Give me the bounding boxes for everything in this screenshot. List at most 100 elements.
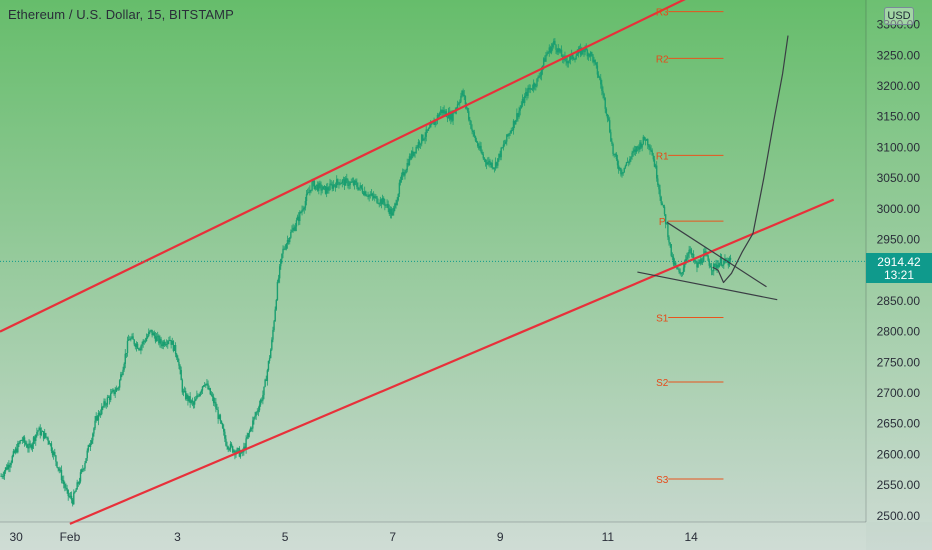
candle-body <box>42 431 45 439</box>
candle-body <box>92 433 94 441</box>
candle-body <box>710 267 713 271</box>
candle-body <box>176 354 178 358</box>
projection-path[interactable] <box>712 35 789 284</box>
y-tick-label: 3050.00 <box>877 171 921 185</box>
candle-body <box>182 391 185 393</box>
candle-body <box>669 242 671 245</box>
candle-body <box>425 129 427 137</box>
candle-body <box>709 265 712 268</box>
channel-line-lower[interactable] <box>69 198 835 525</box>
candle-body <box>503 143 506 145</box>
candle-body <box>631 152 633 157</box>
candle-body <box>406 162 408 171</box>
candle-body <box>645 139 648 141</box>
candle-body <box>257 410 260 412</box>
candle-body <box>598 77 601 79</box>
candle-body <box>592 54 594 62</box>
y-tick-label: 2650.00 <box>877 417 921 431</box>
candle-body <box>649 147 651 150</box>
candle-body <box>195 398 197 401</box>
candle-body <box>289 237 291 243</box>
triangle-lower-trendline[interactable] <box>637 271 778 301</box>
candle-body <box>426 129 429 131</box>
triangle-upper-trendline[interactable] <box>666 221 767 288</box>
candle-body <box>106 397 109 405</box>
candle-body <box>553 40 555 45</box>
candle-body <box>432 122 434 124</box>
candle-body <box>18 443 20 444</box>
candle-body <box>83 468 85 470</box>
candle-body <box>566 61 568 64</box>
candle-body <box>1 476 3 477</box>
candle-body <box>695 261 697 263</box>
candle-body <box>63 480 65 485</box>
candle-body <box>581 48 583 55</box>
candle-body <box>228 449 231 450</box>
candle-body <box>177 357 179 363</box>
candle-body <box>597 74 600 78</box>
candle-body <box>393 207 395 213</box>
candle-body <box>316 184 319 191</box>
channel-lines-group[interactable] <box>0 0 835 525</box>
candle-body <box>153 332 156 336</box>
candle-body <box>183 390 186 392</box>
candle-body <box>368 194 370 197</box>
candle-body <box>98 412 101 415</box>
currency-button[interactable]: USD <box>884 7 914 25</box>
candle-body <box>79 472 82 482</box>
candle-body <box>66 488 68 490</box>
candle-body <box>480 145 482 152</box>
candle-body <box>281 253 283 260</box>
candle-body <box>31 444 34 449</box>
candle-body <box>9 465 11 468</box>
candle-body <box>715 263 717 269</box>
candle-body <box>26 444 28 448</box>
candle-body <box>191 400 194 403</box>
candle-body <box>473 132 476 137</box>
candle-body <box>40 431 43 436</box>
candle-body <box>547 52 549 54</box>
candle-body <box>583 51 585 53</box>
candle-body <box>414 151 416 153</box>
candle-body <box>699 259 702 264</box>
candle-body <box>642 136 644 144</box>
candle-body <box>394 203 396 208</box>
candle-body <box>249 427 252 432</box>
candle-body <box>612 144 614 154</box>
candle-body <box>682 267 685 273</box>
candle-body <box>270 349 272 359</box>
candle-body <box>192 402 195 405</box>
candle-body <box>488 160 490 163</box>
channel-line-upper[interactable] <box>0 0 686 333</box>
candle-body <box>469 119 471 121</box>
candle-body <box>449 111 451 120</box>
candle-body <box>44 433 46 439</box>
candle-body <box>517 113 519 117</box>
candle-body <box>116 388 119 390</box>
candle-body <box>154 335 157 342</box>
y-tick-label: 2600.00 <box>877 447 921 461</box>
candle-body <box>218 415 220 419</box>
candle-body <box>431 123 433 125</box>
candle-body <box>294 226 297 231</box>
candle-body <box>654 165 657 167</box>
candle-body <box>468 111 470 120</box>
time-axis[interactable] <box>0 522 866 550</box>
candle-body <box>653 159 656 167</box>
candle-body <box>284 248 286 250</box>
candle-body <box>651 150 653 156</box>
candle-body <box>331 184 333 189</box>
candle-body <box>683 264 686 268</box>
candle-body <box>605 108 608 114</box>
candle-body <box>513 120 516 125</box>
pivot-levels-group[interactable]: R3 R2 R1 P S1 S2 S3 <box>656 8 724 486</box>
drawings-group[interactable] <box>637 35 789 301</box>
candle-body <box>479 145 481 149</box>
candle-body <box>189 396 191 403</box>
candle-body <box>33 437 36 441</box>
candle-body <box>203 384 206 386</box>
candle-body <box>339 183 341 185</box>
candle-body <box>341 180 344 184</box>
